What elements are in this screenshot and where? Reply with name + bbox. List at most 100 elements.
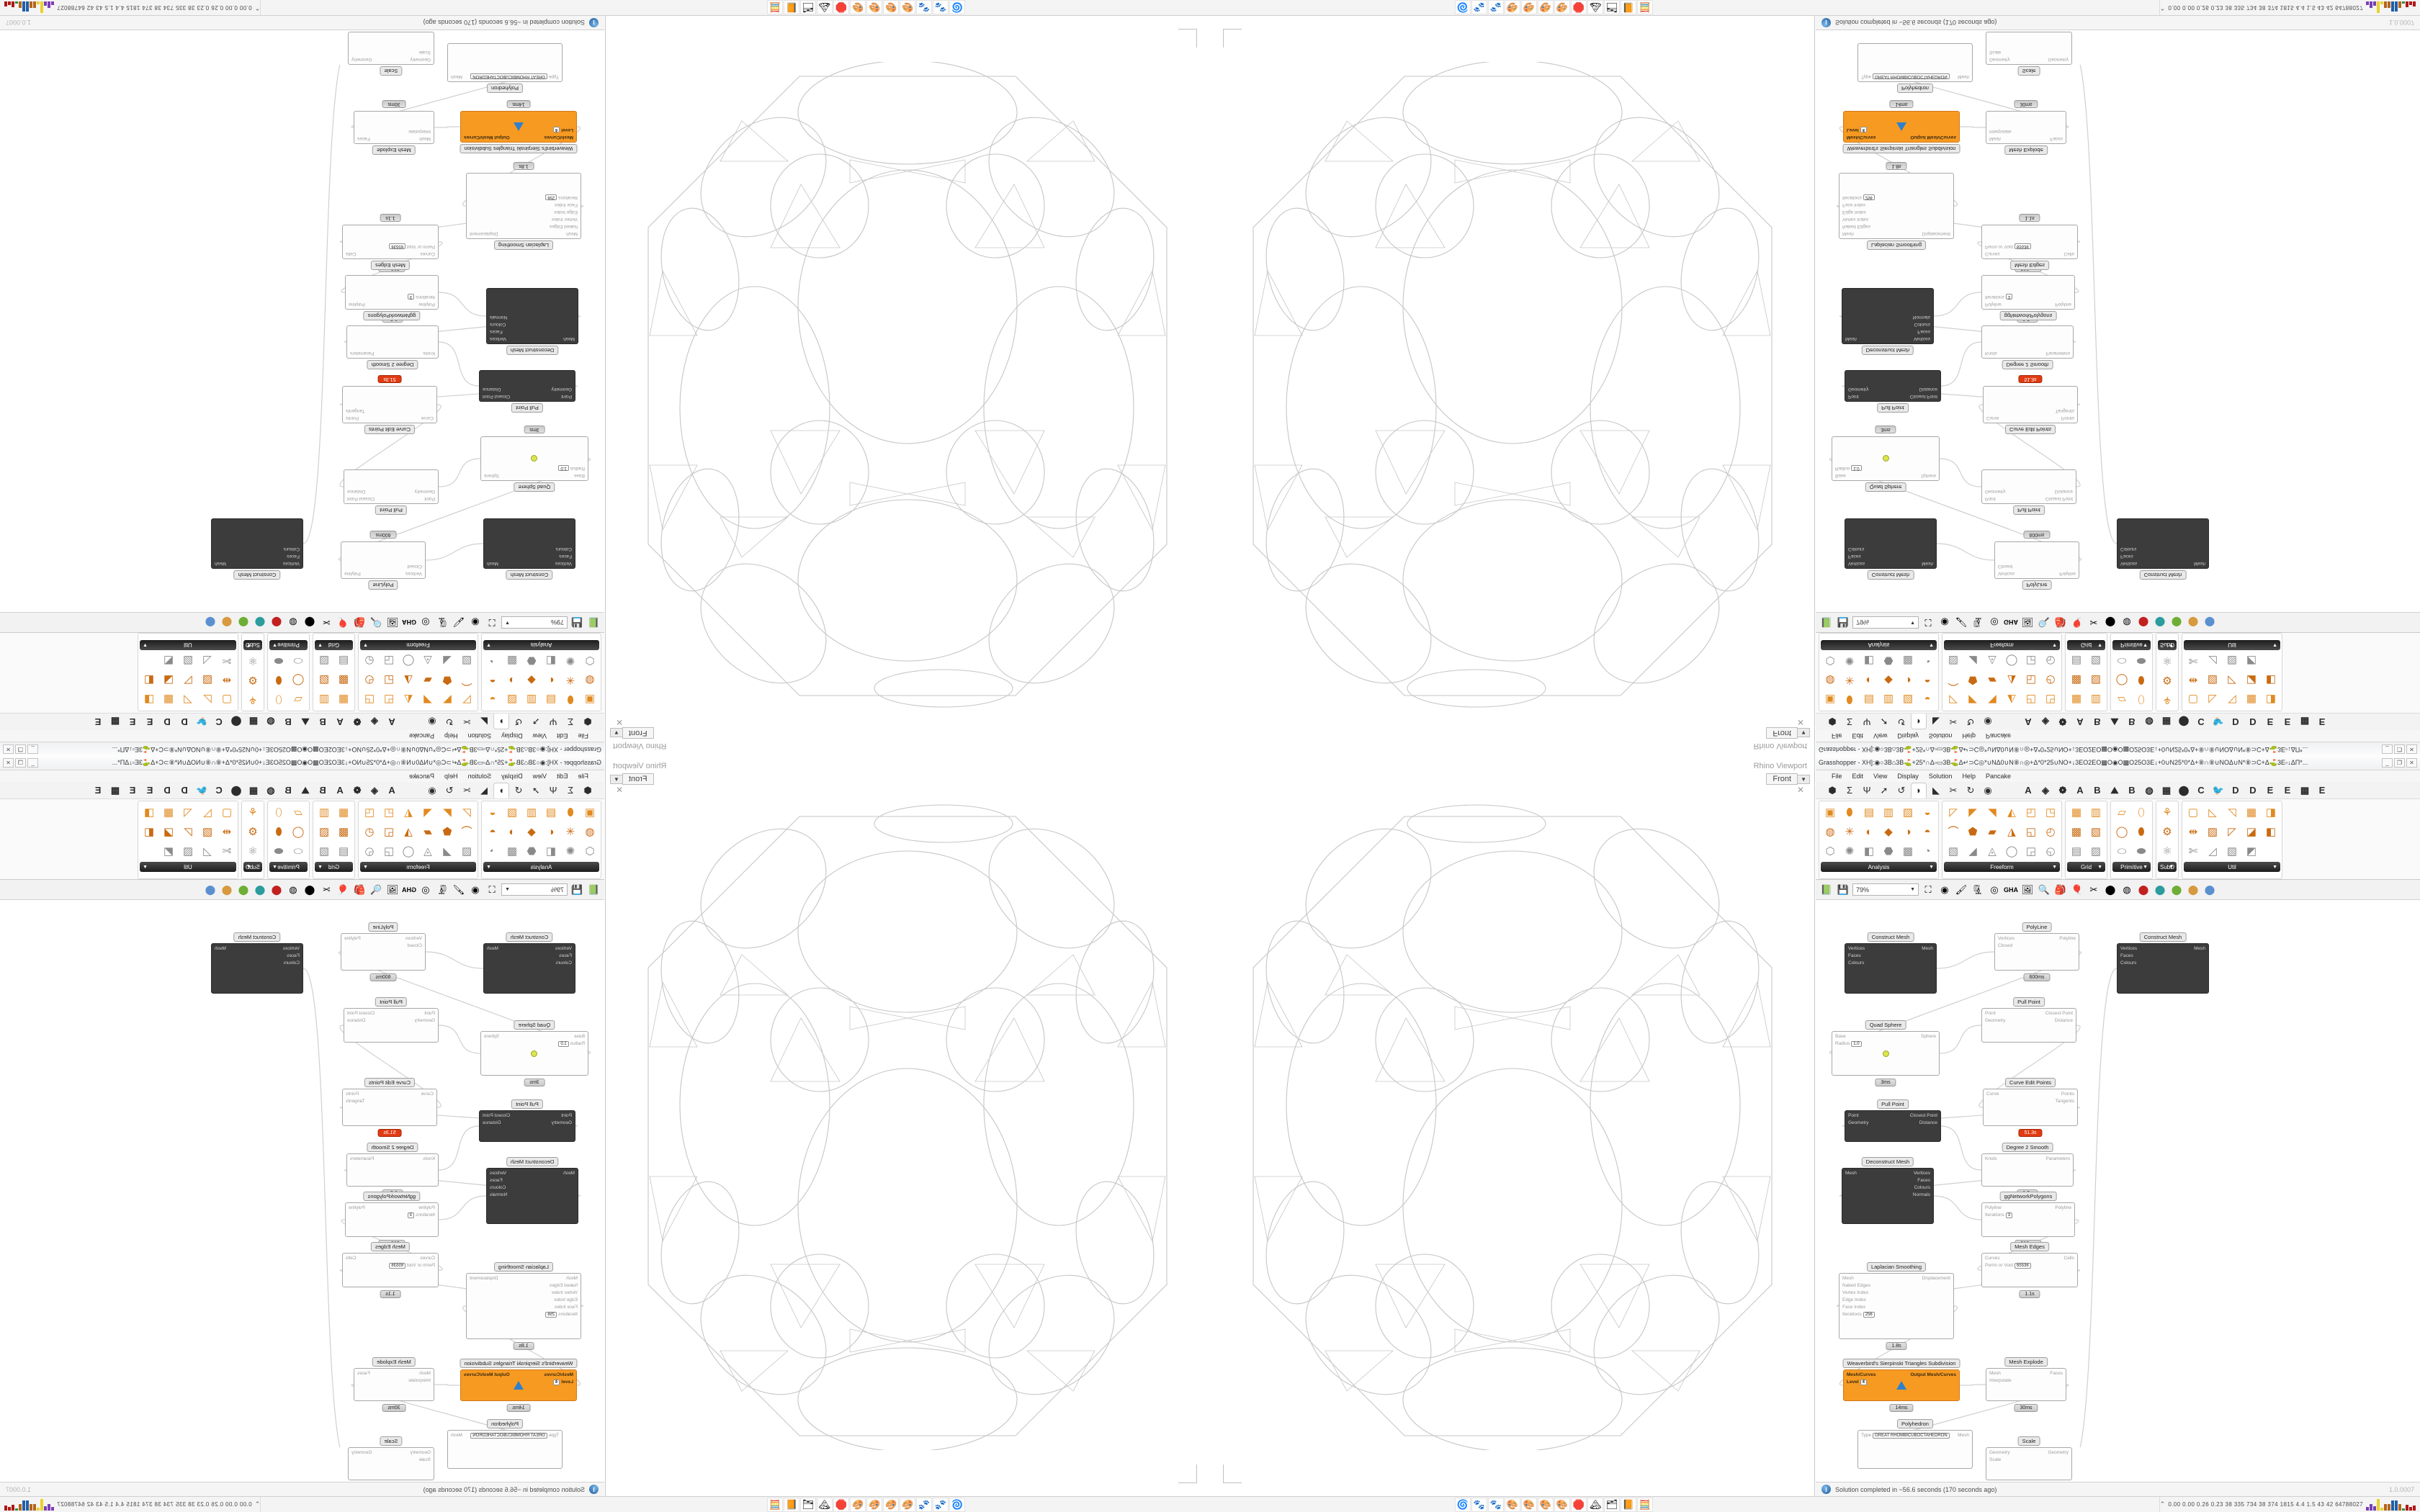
title-bar[interactable]: Grasshopper - XH]:◉○3B⌂3B⛳+25*∩Δ▫▭3B⛳Δ↵⊃… (0, 742, 604, 756)
input-port-edge-index[interactable]: Edge Index (1842, 210, 1866, 215)
input-port-edge-index[interactable]: Edge Index (1842, 1297, 1866, 1302)
chevron-down-icon[interactable]: ▼ (363, 642, 368, 648)
component-icon-primitive-1[interactable]: ◯ (2115, 674, 2128, 687)
ribbon-group-freeform[interactable]: ◸ ⌒ ▧ ◤ ⬟ ◢ ◥ ▰ ◬ ◭ ◮ ◯ ◰ ◱ ◲ ◳ ◴ ◵ Freeform ▼ (1942, 633, 2062, 711)
ribbon-icon-grid[interactable]: ▣ ◍ ⬡ ⬮ ✳ ✺ ▤ ◐ ◧ ▥ ◆ ⬣ ▨ ◑ ▩ ◒ ◓ ◔ (483, 803, 599, 860)
output-port-closest-point[interactable]: Closest Point (483, 394, 511, 399)
port-value[interactable]: GREAT RHOMBICUBOCTAHEDRON (470, 1433, 547, 1439)
node-inputs[interactable]: Vertices Closed (405, 936, 422, 948)
taskbar-photo-icon[interactable]: 🏔 (1587, 1497, 1603, 1512)
node-body[interactable]: Mesh Vertices Faces Colours Normals (1842, 1168, 1934, 1224)
input-port-colours[interactable]: Colours (2120, 546, 2136, 552)
quickbar-icon-10[interactable]: C (2197, 785, 2205, 796)
ribbon-group-grid[interactable]: ▦ ▩ ▤ ▥ ▧ ▨ Grid ▼ (2065, 801, 2107, 879)
component-icon-freeform-5[interactable]: ◢ (1968, 845, 1977, 858)
quickbar-icon-3[interactable]: A (2076, 716, 2084, 727)
component-icon-grid-0[interactable]: ▦ (2071, 693, 2082, 706)
quickbar-icon-7[interactable]: ◍ (2145, 716, 2154, 728)
input-port-vertex-index[interactable]: Vertex Index (552, 1290, 578, 1295)
ribbon-group-primitive[interactable]: ▱ ◯ ⬭ ⬯ ⬮ ⬬ Primitive ▼ (2110, 633, 2153, 711)
component-icon-freeform-0[interactable]: ◸ (1949, 693, 1958, 706)
node-weaverbird-sierpinski-1[interactable]: Weaverbird's Sierpinski Triangles Subdiv… (460, 1359, 578, 1412)
zoom-level-select[interactable]: 79% ▼ (501, 883, 568, 896)
component-icon-analysis-0[interactable]: ▣ (1824, 693, 1836, 706)
input-port-mesh[interactable]: Mesh (1845, 1171, 1857, 1176)
input-port-vertex-index[interactable]: Vertex Index (1842, 217, 1868, 222)
output-port-closest-point[interactable]: Closest Point (1909, 1113, 1937, 1118)
node-inputs[interactable]: Point Geometry (414, 1011, 435, 1023)
component-icon-util-2[interactable]: ✄ (222, 845, 232, 858)
ribbon-group-grid[interactable]: ▦ ▩ ▤ ▥ ▧ ▨ Grid ▼ (313, 801, 355, 879)
quickbar-icon-11[interactable]: 🐦 (2212, 784, 2225, 796)
node-construct-mesh-1[interactable]: Construct Mesh Vertices Faces Colours Mesh (483, 518, 575, 580)
node-body[interactable]: Curve Points Tangents (1983, 386, 2078, 423)
system-tray[interactable]: ⌃ 0.00 0.00 0.26 0.23 38 335 734 38 374 … (0, 1497, 261, 1512)
ribbon-icon-grid[interactable]: ⚘ ⚙ ⚛ (2158, 803, 2177, 860)
node-inputs[interactable]: Curve (421, 1092, 434, 1097)
component-icon-grid-5[interactable]: ▨ (318, 845, 330, 858)
display-category[interactable]: ◉ (428, 716, 436, 728)
rhino-viewport[interactable]: ✕ Rhino Viewport Front ▼ (605, 756, 1210, 1496)
output-port-mesh[interactable]: Mesh (1958, 1433, 1969, 1438)
port-value[interactable]: 65536 (2015, 1263, 2031, 1269)
rhino-viewport[interactable]: ✕ Rhino Viewport Front ▼ (1210, 756, 1815, 1496)
taskbar[interactable]: 🌀 🐾 🐾 🎨 🎨 🎨 🎨 🛑 🏔 🗂 📙 🧮 ⌃ 0.00 0.00 0.26 0.23 38 33… (1210, 1496, 2420, 1512)
input-port-mesh[interactable]: Mesh (563, 1171, 575, 1176)
node-outputs[interactable]: Output Mesh/Curves (464, 135, 510, 140)
quickbar-icon-4[interactable]: B (2094, 716, 2101, 727)
component-icon-subd-0[interactable]: ⚘ (248, 693, 258, 706)
transform-category[interactable]: ↻ (445, 784, 454, 796)
taskbar-chrome-icon[interactable]: 🌀 (949, 1497, 965, 1512)
output-port-geometry[interactable]: Geometry (351, 57, 372, 62)
component-icon-util-10[interactable]: ◪ (163, 825, 174, 838)
quickbar-icon-5[interactable]: ⛰ (2110, 784, 2119, 796)
sketch-icon[interactable]: 🖼 (386, 617, 399, 629)
input-port-type[interactable]: TypeGREAT RHOMBICUBOCTAHEDRON (470, 1433, 559, 1439)
quickbar-icon-12[interactable]: D (181, 716, 188, 727)
node-construct-mesh-2[interactable]: Construct Mesh Vertices Faces Colours Mesh (2117, 932, 2209, 994)
quickbar-icon-1[interactable]: ◈ (2042, 716, 2049, 728)
input-port-geometry[interactable]: Geometry (410, 57, 431, 62)
taskbar-size-icon[interactable]: 🗂 (800, 0, 816, 15)
output-port-parameters[interactable]: Parameters (2045, 351, 2070, 356)
save-icon[interactable]: 💾 (1837, 617, 1850, 629)
mesh-category[interactable]: ◣ (1932, 716, 1940, 728)
component-icon-util-4[interactable]: ▨ (202, 825, 213, 838)
input-port-face-index[interactable]: Face Index (555, 1305, 578, 1310)
ribbon-tab-primitive[interactable]: Primitive ▼ (2112, 862, 2151, 872)
node-pull-point-2[interactable]: Pull Point Point Geometry Closest Point Dist… (1845, 370, 1941, 413)
component-icon-freeform-16[interactable]: ◴ (364, 674, 375, 687)
component-icon-primitive-2[interactable]: ⬭ (293, 654, 303, 667)
node-outputs[interactable]: Displacement (1922, 1276, 1950, 1281)
component-icon-analysis-11[interactable]: ⬣ (526, 654, 537, 667)
node-inputs[interactable]: Vertices Faces Colours (283, 546, 300, 566)
input-port-faces[interactable]: Faces (287, 554, 300, 559)
input-port-vertices[interactable]: Vertices (1998, 571, 2015, 576)
chevron-down-icon[interactable]: ▼ (2169, 864, 2174, 870)
ribbon-tab-util[interactable]: Util ▼ (2184, 640, 2280, 650)
input-port-vertices[interactable]: Vertices (2120, 561, 2137, 566)
component-icon-grid-1[interactable]: ▩ (2071, 674, 2082, 687)
chevron-down-icon[interactable]: ▼ (272, 642, 277, 648)
node-body[interactable]: Mesh Naked Edges Vertex Index Edge Index Fac… (1839, 1273, 1954, 1339)
component-icon-analysis-3[interactable]: ⬮ (1846, 806, 1853, 819)
chevron-down-icon[interactable]: ▼ (610, 774, 622, 784)
output-port-displacement[interactable]: Displacement (470, 231, 498, 236)
component-icon-analysis-8[interactable]: ◧ (545, 845, 557, 858)
quickbar-icon-8[interactable]: ▦ (248, 784, 259, 796)
grasshopper-toolbar[interactable]: 📗 💾 79% ▼ ⛶ ◉ 🖌 🗜 ◎ GHA 🖼 🔍 🎒 🎈 (0, 612, 604, 632)
ribbon-icon-grid[interactable]: ▦ ▩ ▤ ▥ ▧ ▨ (315, 652, 353, 709)
node-outputs[interactable]: Closest Point Distance (1910, 1113, 1937, 1125)
chevron-down-icon[interactable]: ▼ (1798, 728, 1810, 738)
port-value[interactable]: 65536 (389, 243, 405, 249)
output-port-closest-point[interactable]: Closest Point (347, 1011, 375, 1016)
node-inputs[interactable]: Vertices Closed (405, 564, 422, 576)
taskbar-palette-icon[interactable]: 🎨 (850, 1497, 866, 1512)
output-port-closest-point[interactable]: Closest Point (347, 496, 375, 501)
